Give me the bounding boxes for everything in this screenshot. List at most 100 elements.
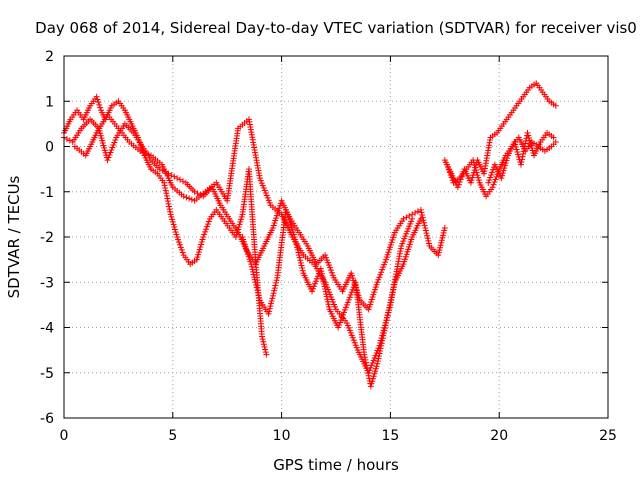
data-point [291, 234, 298, 240]
data-point [297, 257, 304, 264]
data-point [382, 259, 389, 266]
data-point [368, 380, 375, 387]
data-point [201, 231, 208, 238]
data-point [175, 236, 182, 243]
data-point [374, 358, 381, 365]
data-point [384, 312, 391, 319]
data-point [380, 330, 387, 337]
data-point [486, 177, 493, 184]
data-point [327, 267, 334, 274]
data-point [361, 351, 368, 358]
data-point [203, 226, 210, 233]
data-point [163, 192, 170, 199]
data-point [93, 93, 100, 100]
data-point [321, 283, 328, 290]
data-point [292, 239, 299, 246]
data-point [500, 167, 507, 174]
data-point [319, 273, 326, 280]
data-point [107, 149, 114, 156]
data-point [261, 343, 268, 350]
data-point [512, 141, 519, 148]
data-point [369, 378, 376, 385]
data-point [168, 172, 175, 179]
data-point [262, 346, 269, 353]
data-point [270, 290, 277, 297]
data-point [346, 294, 353, 301]
data-point [97, 104, 104, 111]
data-point [381, 327, 388, 334]
data-point [250, 271, 257, 278]
data-point [180, 193, 187, 200]
data-point [112, 136, 119, 143]
data-point [105, 154, 112, 161]
data-point [520, 148, 527, 155]
data-point [470, 159, 477, 166]
data-point [172, 228, 179, 235]
data-point [381, 261, 388, 268]
data-point [255, 292, 262, 299]
x-tick-label: 10 [273, 428, 291, 444]
series-track-7 [485, 129, 557, 186]
data-point [267, 303, 274, 310]
data-point [498, 175, 505, 182]
data-point [311, 280, 318, 287]
data-point [266, 305, 273, 312]
data-point [382, 322, 389, 329]
data-point [325, 301, 332, 308]
data-point [386, 302, 393, 309]
data-point [490, 181, 497, 188]
x-axis-label: GPS time / hours [273, 456, 399, 474]
data-point [324, 296, 331, 303]
data-point [374, 279, 381, 286]
data-point [254, 287, 261, 294]
data-points [61, 80, 559, 390]
data-point [164, 195, 171, 202]
data-point [364, 367, 371, 374]
data-point [375, 353, 382, 360]
data-point [321, 280, 328, 287]
data-point [512, 144, 519, 151]
data-point [550, 134, 557, 141]
data-point [409, 215, 416, 222]
data-point [313, 275, 320, 282]
data-point [204, 221, 211, 228]
data-point [406, 212, 413, 219]
data-point [443, 161, 450, 168]
data-point [485, 179, 492, 186]
data-point [179, 249, 186, 256]
data-point [162, 187, 169, 194]
data-point [322, 288, 329, 295]
data-point [273, 277, 280, 284]
data-point [163, 190, 170, 197]
data-point [417, 215, 424, 222]
data-point [248, 261, 255, 268]
data-point [417, 206, 424, 213]
data-point [526, 137, 533, 144]
data-point [492, 176, 499, 183]
data-point [162, 184, 169, 191]
data-point [363, 362, 370, 369]
data-point [448, 174, 455, 181]
data-point [183, 194, 190, 201]
data-point [377, 347, 384, 354]
data-point [193, 256, 200, 263]
data-point [323, 293, 330, 300]
data-point [165, 203, 172, 210]
data-point [66, 137, 73, 144]
data-point [198, 239, 205, 246]
data-point [145, 151, 152, 158]
data-point [345, 296, 352, 303]
data-point [391, 281, 398, 288]
data-point [514, 149, 521, 156]
data-point [529, 147, 536, 154]
data-point [322, 252, 329, 259]
data-point [502, 162, 509, 169]
data-point [424, 232, 431, 239]
data-point [387, 297, 394, 304]
data-point [362, 356, 369, 363]
data-point [176, 241, 183, 248]
data-point [467, 179, 474, 186]
data-point [202, 228, 209, 235]
data-point [379, 335, 386, 342]
